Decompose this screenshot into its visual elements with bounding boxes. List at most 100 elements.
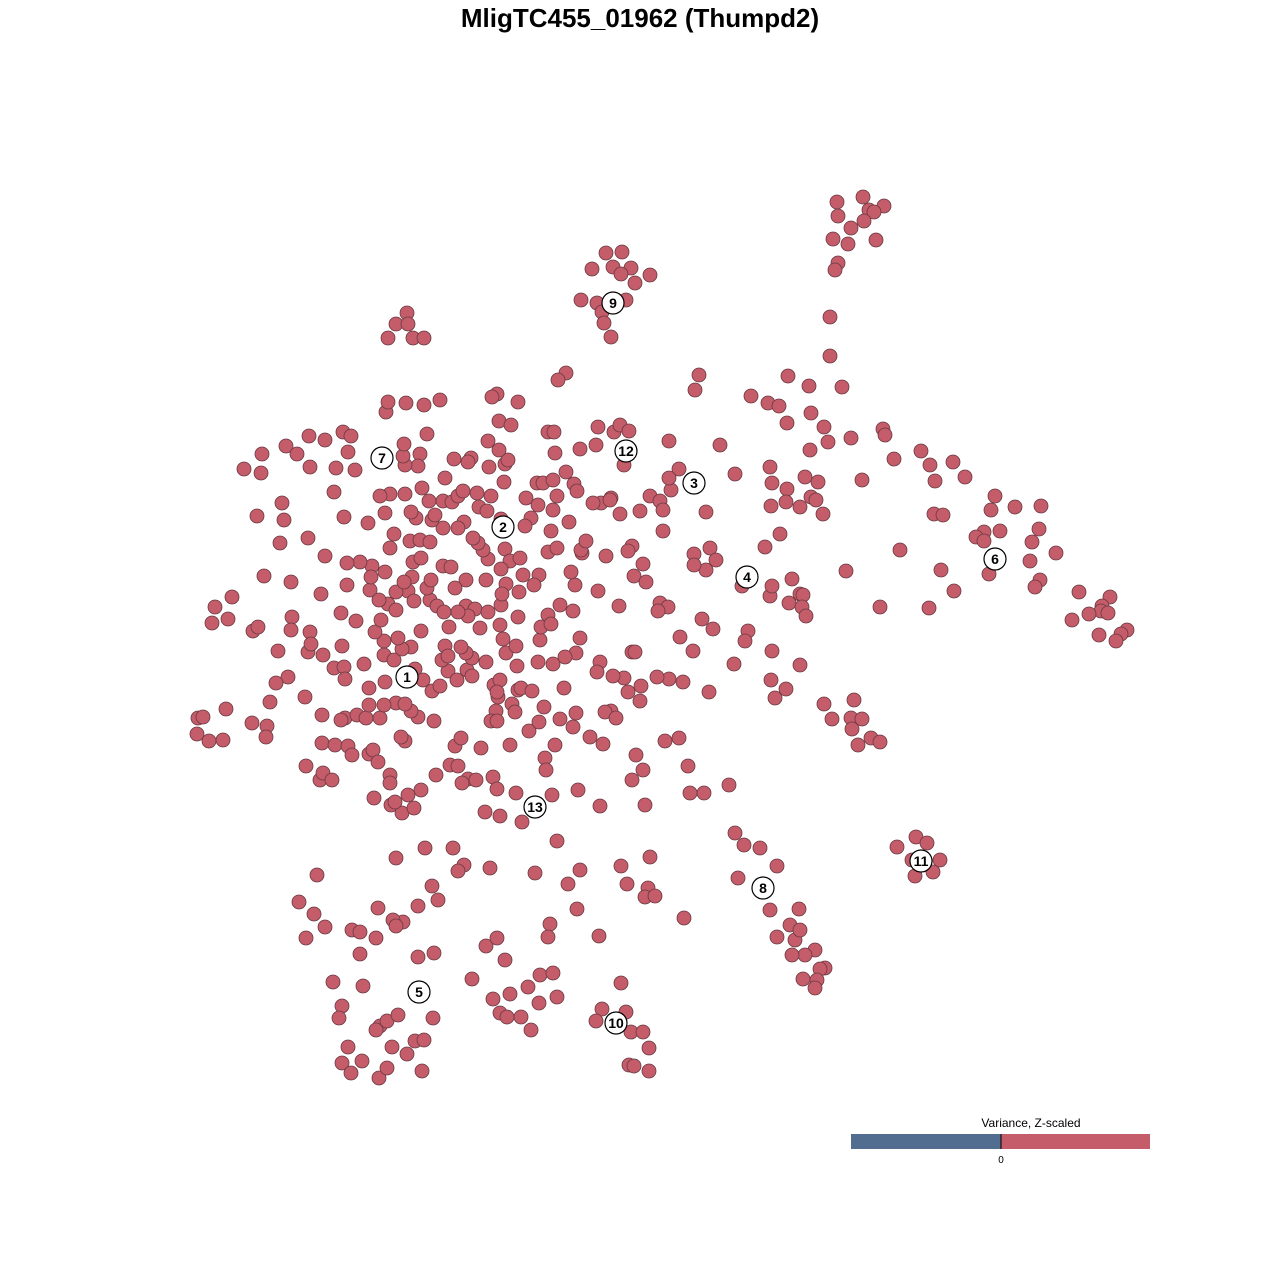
data-point [927,473,943,489]
data-point [450,520,466,536]
cluster-label-badge [614,439,638,463]
data-point [215,732,231,748]
data-point [838,563,854,579]
data-point [253,465,269,481]
data-point [1033,498,1049,514]
data-point [1007,499,1023,515]
data-point [854,711,870,727]
data-point [784,947,800,963]
data-point [423,572,439,588]
data-point [919,835,935,851]
data-point [561,514,577,530]
data-point [544,787,560,803]
data-point [314,707,330,723]
data-point [1108,633,1124,649]
data-point [497,952,513,968]
data-point [626,568,642,584]
data-point [637,797,653,813]
data-point [676,910,692,926]
data-point [791,901,807,917]
chart-title: MligTC455_01962 (Thumpd2) [461,3,819,33]
data-point [489,781,505,797]
data-point [460,454,476,470]
data-point [376,633,392,649]
data-point [726,656,742,672]
data-point [326,484,342,500]
data-point [254,446,270,462]
data-point [499,1009,515,1025]
data-point [545,965,561,981]
data-point [624,772,640,788]
data-point [327,737,343,753]
cluster-label-11: 11 [909,849,933,873]
data-point [517,518,533,534]
data-point [820,434,836,450]
data-point [298,758,314,774]
cluster-label-10: 10 [604,1011,628,1035]
data-point [757,539,773,555]
data-point [655,502,671,518]
data-point [510,609,526,625]
data-point [868,232,884,248]
data-point [532,632,548,648]
data-point [621,423,637,439]
data-point [518,490,534,506]
data-point [687,382,703,398]
data-point [543,523,559,539]
data-point [1022,553,1038,569]
cluster-label-badge [491,515,515,539]
data-point [317,432,333,448]
data-point [596,315,612,331]
data-point [588,1013,604,1029]
data-point [482,860,498,876]
data-point [478,572,494,588]
data-point [807,980,823,996]
data-point [358,710,374,726]
cluster-label-text: 10 [608,1015,624,1031]
data-point [549,833,565,849]
data-point [778,494,794,510]
data-point [426,713,442,729]
data-point [892,542,908,558]
data-point [400,787,416,803]
data-point [297,689,313,705]
data-point [1100,605,1116,621]
data-point [619,876,635,892]
data-point [436,604,452,620]
data-point [647,888,663,904]
data-point [661,433,677,449]
data-point [317,919,333,935]
data-point [465,530,481,546]
data-point [872,599,888,615]
data-point [763,672,779,688]
data-point [549,989,565,1005]
data-point [440,648,456,664]
data-point [802,442,818,458]
data-point [340,444,356,460]
data-point [801,378,817,394]
data-point [515,567,531,583]
data-point [771,398,787,414]
data-point [816,419,832,435]
data-point [496,474,512,490]
data-point [520,979,536,995]
data-point [626,1058,642,1074]
data-point [363,569,379,585]
data-point [877,427,893,443]
data-point [377,505,393,521]
data-point [370,754,386,770]
data-point [810,474,826,490]
cluster-label-text: 8 [759,880,767,896]
data-point [613,266,629,282]
data-point [764,475,780,491]
data-point [426,945,442,961]
data-point [325,974,341,990]
data-point [333,712,349,728]
cluster-label-1: 1 [395,665,419,689]
data-point [500,452,516,468]
data-point [380,394,396,410]
data-point [578,533,594,549]
data-point [416,330,432,346]
data-point [572,441,588,457]
